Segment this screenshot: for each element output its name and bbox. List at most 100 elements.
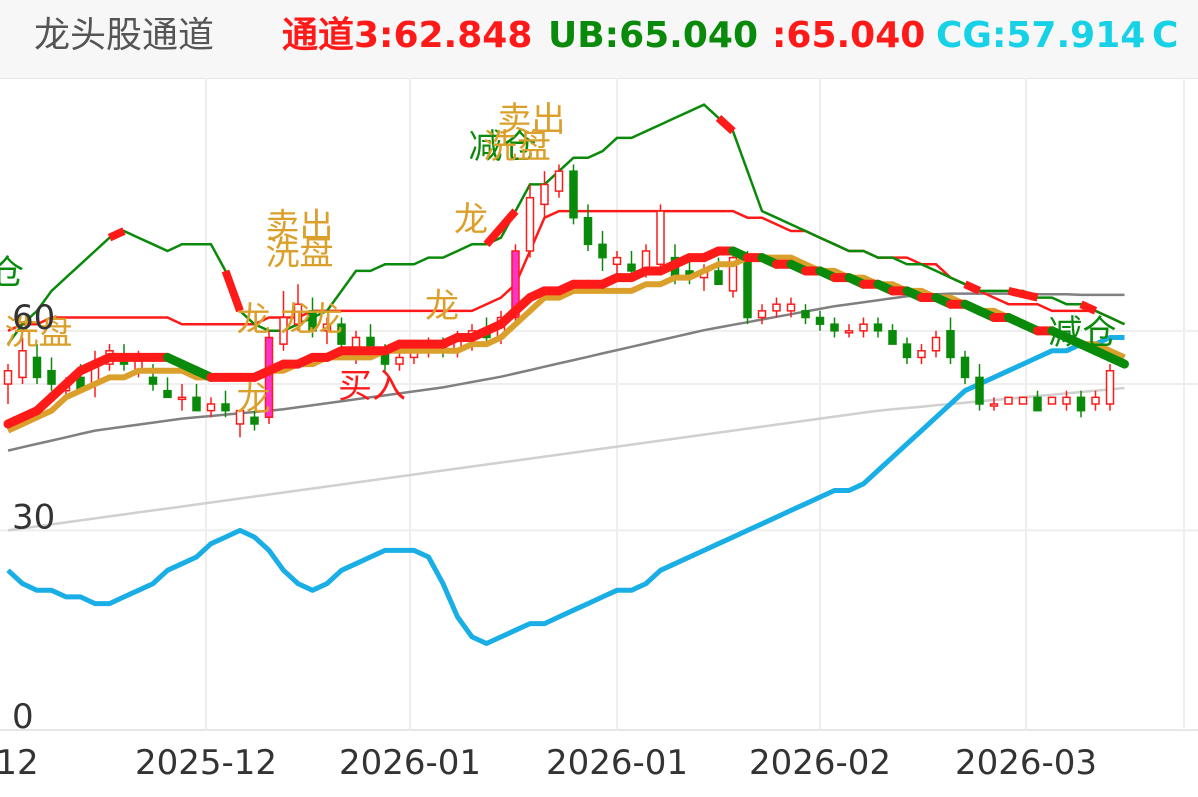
y-axis: 0 30 60: [12, 298, 55, 737]
series-line-longer: [7, 386, 1125, 532]
candle-20: [293, 303, 303, 325]
candle-61: [888, 330, 897, 345]
candle-35: [511, 250, 520, 319]
candle-19: [279, 316, 288, 345]
candle-66: [960, 356, 970, 379]
candle-12: [177, 396, 187, 401]
candle-51: [743, 256, 752, 319]
candle-0: [3, 369, 13, 385]
candle-3: [47, 369, 56, 385]
signal-label-6: 龙: [280, 300, 314, 340]
candle-65: [946, 330, 955, 359]
indicator-unnamed: :65.040: [772, 15, 926, 56]
signal-label-8: 买入: [338, 366, 406, 406]
x-tick-partial: 5-12: [0, 743, 39, 783]
band-signal-dash-1: [221, 269, 244, 313]
series-line-upper-band: [6, 103, 1126, 345]
candle-64: [931, 336, 941, 352]
candle-37: [540, 183, 549, 206]
y-tick-30: 30: [12, 497, 55, 537]
x-tick-0: 2025-12: [135, 743, 277, 783]
candle-39: [569, 170, 578, 219]
candle-45: [656, 210, 665, 266]
indicator-cg: CG:57.914: [936, 15, 1146, 56]
y-tick-0: 0: [12, 697, 34, 737]
indicator-ub: UB:65.040: [548, 15, 758, 56]
candle-36: [525, 197, 535, 252]
signal-label-7: 龙: [309, 300, 343, 340]
signal-label-3: 龙: [237, 380, 271, 420]
grid: [0, 78, 1198, 731]
candle-69: [1004, 396, 1013, 405]
candle-49: [714, 270, 723, 285]
candle-73: [1062, 396, 1071, 405]
indicator-header: 龙头股通道 通道3:62.848 UB:65.040 :65.040 CG:57…: [0, 0, 1198, 79]
candle-38: [554, 170, 564, 192]
signal-label-11: 减仓: [469, 127, 537, 167]
candle-75: [1091, 396, 1100, 405]
candle-53: [772, 303, 781, 312]
signal-label-0: 仓: [0, 253, 24, 293]
candle-62: [902, 343, 912, 359]
candle-50: [728, 256, 738, 292]
candle-54: [786, 303, 796, 312]
band-signal-dash-5: [1007, 286, 1039, 302]
candle-11: [163, 389, 172, 399]
indicator-line: [6, 335, 1125, 646]
candle-1: [18, 350, 27, 379]
band-signal-dash-2: [483, 208, 519, 247]
candle-58: [844, 330, 854, 334]
candle-40: [583, 216, 593, 246]
candle-2: [32, 356, 42, 379]
candle-55: [801, 310, 810, 319]
candle-68: [989, 403, 999, 407]
x-tick-3: 2026-02: [749, 743, 891, 783]
candle-14: [206, 403, 216, 412]
chart-title: 龙头股通道: [34, 15, 215, 56]
x-tick-4: 2026-03: [955, 743, 1097, 783]
candle-27: [395, 356, 404, 365]
candle-71: [1033, 396, 1042, 412]
signal-label-14: 减仓: [1049, 313, 1117, 353]
channel-bands: [6, 103, 1126, 345]
candle-74: [1076, 396, 1086, 412]
candle-22: [322, 323, 332, 332]
signal-label-10: 龙: [454, 200, 488, 240]
x-tick-2: 2026-01: [546, 743, 688, 783]
candle-43: [627, 263, 636, 272]
candle-21: [308, 310, 317, 332]
signal-label-9: 龙: [425, 287, 459, 327]
candle-23: [337, 323, 346, 345]
indicator-channel3: 通道3:62.848: [282, 15, 533, 56]
band-signal-dash-3: [715, 114, 736, 135]
indicator-truncated: C: [1152, 15, 1179, 56]
candle-13: [192, 396, 201, 412]
candle-67: [975, 376, 984, 405]
candle-15: [221, 403, 230, 412]
candle-17: [250, 416, 259, 425]
signal-label-2: 龙: [237, 300, 271, 340]
candle-60: [873, 323, 883, 332]
signal-label-5: 卖出: [266, 207, 334, 247]
x-tick-1: 2026-01: [339, 743, 481, 783]
long-moving-averages: [7, 292, 1125, 532]
band-signal-dash-0: [107, 227, 126, 242]
main-line-seg-77: [1105, 352, 1129, 369]
candle-76: [1105, 369, 1115, 405]
x-axis: 5-12 2025-12 2026-01 2026-01 2026-02 2026-03: [0, 743, 1097, 783]
candle-42: [612, 256, 622, 266]
signal-label-1: 洗盘: [5, 313, 73, 353]
candle-59: [859, 323, 868, 332]
candle-72: [1047, 396, 1057, 405]
candle-16: [235, 409, 245, 425]
candle-52: [757, 310, 767, 319]
signal-label-13: 卖出: [498, 100, 566, 140]
candle-41: [598, 243, 607, 259]
signal-label-12: 洗盘: [483, 127, 551, 167]
signal-label-4: 洗盘: [266, 233, 334, 273]
y-tick-60: 60: [12, 298, 55, 338]
candle-56: [815, 316, 825, 325]
candle-70: [1018, 396, 1028, 405]
